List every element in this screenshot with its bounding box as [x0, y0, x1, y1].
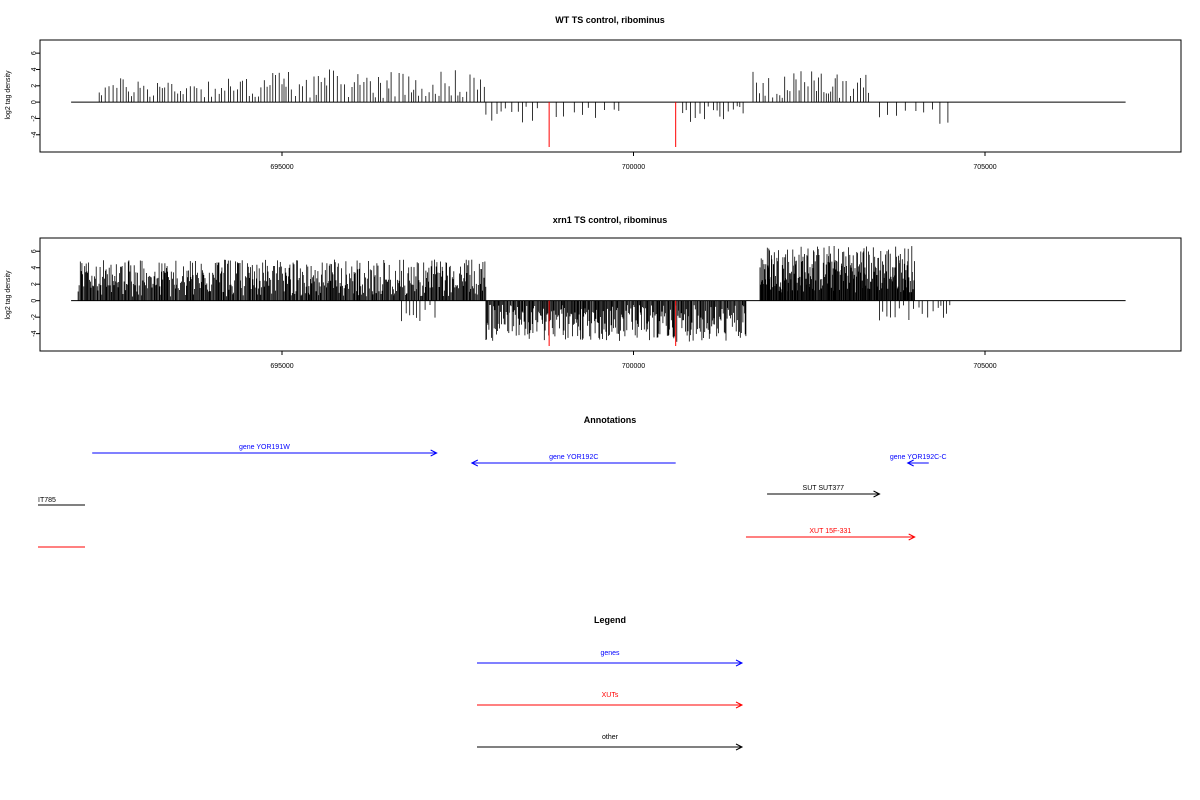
xrn1-panel-ylabel: log2 tag density: [5, 270, 12, 320]
wt-xtick-label: 705000: [973, 164, 996, 171]
annotation-label: gene YOR192C-C: [890, 454, 947, 461]
wt-xtick-label: 695000: [270, 164, 293, 171]
annotation-arrow-head: [873, 490, 881, 498]
wt-ytick-label: -2: [31, 115, 38, 121]
legend-label: XUTs: [602, 692, 619, 699]
xrn1-ytick-label: 0: [31, 299, 38, 303]
xrn1-xtick-label: 695000: [270, 363, 293, 370]
annotation-arrow-head: [430, 449, 438, 457]
annotation-arrow: [745, 533, 916, 541]
legend-arrow-head: [735, 701, 744, 709]
annotation-features: gene YOR191W gene YOR192C gene YOR192C-C SU…: [38, 444, 947, 548]
legend-arrow-head: [735, 659, 744, 667]
xrn1-plot-frame: [39, 237, 1182, 352]
wt-ytick-label: 6: [31, 51, 38, 55]
xrn1-xtick-label: 705000: [973, 363, 996, 370]
xrn1-ytick-label: -4: [31, 330, 38, 336]
wt-plot-frame: [39, 39, 1182, 153]
xrn1-panel-title: xrn1 TS control, ribominus: [553, 215, 668, 225]
annotation-arrow: [92, 449, 438, 457]
xrn1-plot-marks: [71, 245, 1126, 346]
annotation-arrow: [906, 459, 929, 467]
annotation-label: SUT SUT377: [803, 485, 845, 492]
wt-ytick-label: 0: [31, 100, 38, 104]
legend-arrow: [477, 659, 744, 667]
annotation-label: XUT 15F-331: [809, 528, 851, 535]
legend-arrow: [477, 743, 744, 751]
xrn1-panel: xrn1 TS control, ribominus log2 tag dens…: [5, 215, 1182, 370]
legend-arrow-head: [735, 743, 744, 751]
wt-ytick-label: -4: [31, 132, 38, 138]
annotation-label: gene YOR192C: [549, 454, 598, 461]
legend-entries: genes XUTs other: [477, 650, 744, 751]
wt-plot-axes: 6 4 2 0 -2 -4 695000 700000 705000: [31, 51, 997, 171]
annotation-label: gene YOR191W: [239, 444, 290, 451]
wt-ytick-label: 2: [31, 84, 38, 88]
legend-arrow: [477, 701, 744, 709]
clipped-feature-label: IT785: [38, 497, 56, 504]
annotation-arrow-head: [906, 459, 914, 467]
wt-panel: WT TS control, ribominus log2 tag densit…: [5, 15, 1182, 171]
annotation-arrow: [470, 459, 676, 467]
wt-xtick-label: 700000: [622, 164, 645, 171]
annotation-arrow: [767, 490, 881, 498]
wt-panel-ylabel: log2 tag density: [5, 70, 12, 120]
xrn1-xtick-label: 700000: [622, 363, 645, 370]
xrn1-ytick-label: 4: [31, 266, 38, 270]
wt-plot-marks: [71, 69, 1126, 147]
annotation-arrow-head: [470, 459, 479, 467]
legend-panel: Legend genes XUTs other: [477, 615, 744, 751]
legend-label: other: [602, 734, 619, 741]
legend-label: genes: [600, 650, 620, 657]
annotations-title: Annotations: [584, 415, 637, 425]
wt-ytick-label: 4: [31, 67, 38, 71]
xrn1-plot-axes: 6 4 2 0 -2 -4 695000 700000 705000: [31, 249, 997, 370]
legend-title: Legend: [594, 615, 626, 625]
xrn1-ytick-label: 6: [31, 249, 38, 253]
annotation-arrow-head: [908, 533, 916, 541]
xrn1-ytick-label: 2: [31, 282, 38, 286]
wt-panel-title: WT TS control, ribominus: [555, 15, 665, 25]
xrn1-ytick-label: -2: [31, 314, 38, 320]
